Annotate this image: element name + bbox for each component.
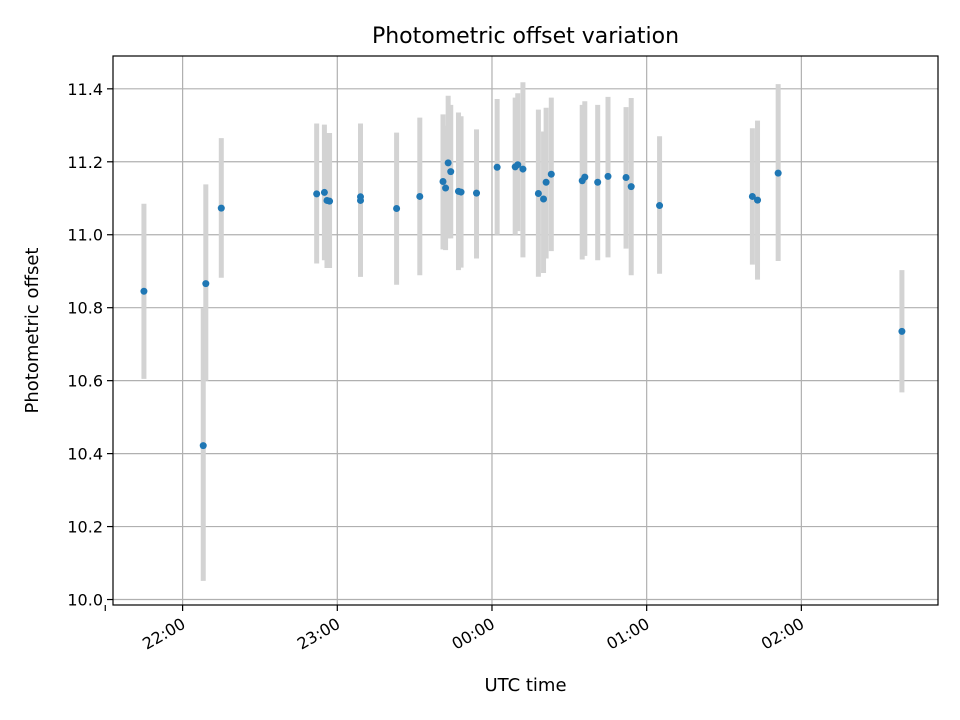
data-point: [444, 159, 452, 167]
data-point: [656, 202, 664, 210]
data-point: [748, 192, 756, 200]
data-point: [199, 442, 207, 450]
data-point: [542, 178, 550, 186]
data-point: [439, 177, 447, 185]
y-tick-label: 11.0: [67, 226, 103, 245]
data-point: [217, 204, 225, 212]
data-point: [594, 178, 602, 186]
data-point: [357, 196, 364, 204]
data-point: [447, 168, 455, 176]
y-axis: 10.0 10.2 10.4 10.6 10.8 11.0 11.2 11.4: [67, 80, 113, 610]
chart-title: Photometric offset variation: [372, 24, 679, 49]
y-tick-label: 11.2: [67, 153, 103, 172]
data-point: [519, 165, 527, 173]
data-point: [320, 188, 328, 196]
data-point: [534, 190, 542, 198]
data-point: [416, 192, 424, 200]
data-point: [540, 195, 548, 203]
data-point: [622, 173, 630, 181]
data-point: [604, 172, 612, 180]
data-point: [313, 190, 321, 198]
data-point: [627, 183, 635, 191]
data-point: [581, 173, 589, 181]
y-tick-label: 10.0: [67, 591, 103, 610]
data-point: [547, 170, 555, 178]
data-point: [473, 189, 481, 197]
data-point: [140, 287, 148, 295]
data-point: [774, 169, 782, 177]
data-point: [326, 197, 334, 205]
y-tick-label: 11.4: [67, 80, 103, 99]
data-point: [493, 163, 501, 171]
data-point: [442, 184, 450, 192]
data-point: [898, 327, 906, 335]
grid: [113, 56, 938, 605]
x-axis-label: UTC time: [484, 675, 566, 696]
data-points: [140, 159, 906, 450]
y-tick-label: 10.8: [67, 299, 103, 318]
data-point: [754, 196, 762, 204]
y-tick-label: 10.2: [67, 518, 103, 537]
data-point: [457, 188, 465, 196]
y-axis-label: Photometric offset: [22, 248, 43, 414]
plot-frame: [112, 55, 939, 606]
data-point: [202, 280, 210, 288]
y-tick-label: 10.4: [67, 445, 103, 464]
data-point: [393, 204, 401, 212]
y-tick-label: 10.6: [67, 372, 103, 391]
data-point: [514, 161, 522, 169]
